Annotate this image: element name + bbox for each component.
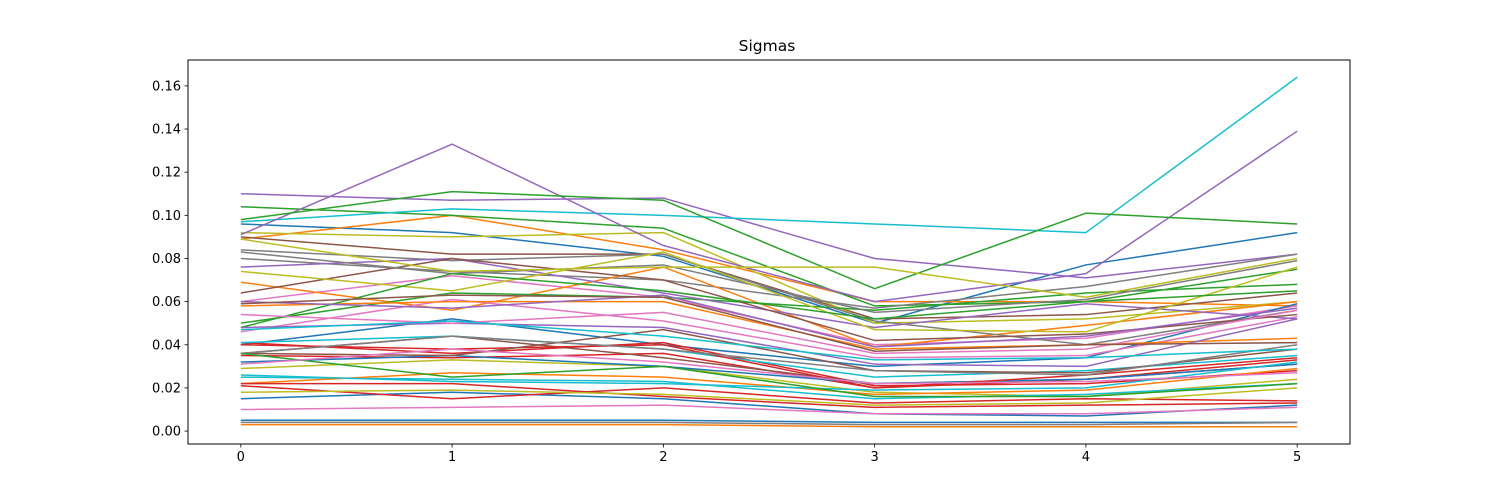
series-line-20 (240, 376, 1298, 400)
x-tick-label: 3 (870, 450, 878, 465)
series-line-48 (240, 421, 1298, 426)
series-line-6 (240, 236, 1298, 320)
y-tick-label: 0.00 (152, 425, 181, 440)
series-line-2 (240, 214, 1298, 307)
x-tick-label: 0 (237, 450, 245, 465)
x-axis: 0 1 2 3 4 5 (237, 444, 1301, 465)
chart-title: Sigmas (739, 37, 796, 55)
series-layer (240, 76, 1298, 428)
series-line-36 (240, 328, 1298, 374)
series-line-27 (240, 404, 1298, 415)
series-line-18 (240, 249, 1298, 346)
series-line-24 (240, 385, 1298, 404)
y-tick-label: 0.16 (152, 79, 181, 94)
series-line-33 (240, 272, 1298, 329)
y-axis: 0.00 0.02 0.04 0.06 0.08 0.10 0.12 0.14 0.16 (152, 79, 188, 440)
series-line-31 (240, 354, 1298, 385)
series-line-35 (240, 318, 1298, 368)
x-tick-label: 2 (659, 450, 667, 465)
series-line-39 (240, 238, 1298, 299)
series-line-22 (240, 367, 1298, 396)
series-line-47 (240, 348, 1298, 385)
series-line-38 (240, 335, 1298, 376)
x-tick-label: 4 (1082, 450, 1090, 465)
series-line-15 (240, 130, 1298, 303)
x-tick-label: 1 (448, 450, 456, 465)
series-line-44 (240, 382, 1298, 409)
series-line-41 (240, 419, 1298, 424)
series-line-45 (240, 294, 1298, 348)
series-line-23 (240, 190, 1298, 290)
series-line-42 (240, 423, 1298, 428)
series-line-17 (240, 298, 1298, 359)
series-line-34 (240, 344, 1298, 389)
series-line-40 (240, 361, 1298, 391)
y-tick-label: 0.12 (152, 166, 181, 181)
series-line-10 (240, 76, 1298, 234)
series-line-9 (240, 231, 1298, 324)
y-tick-label: 0.10 (152, 209, 181, 224)
series-line-1 (240, 223, 1298, 324)
x-tick-label: 5 (1293, 450, 1301, 465)
series-line-29 (240, 251, 1298, 333)
y-tick-label: 0.02 (152, 381, 181, 396)
y-tick-label: 0.14 (152, 123, 181, 138)
series-line-50 (240, 320, 1298, 361)
series-line-46 (240, 294, 1298, 352)
y-tick-label: 0.08 (152, 252, 181, 267)
plot-frame (187, 59, 1351, 445)
series-line-43 (240, 352, 1298, 398)
series-line-28 (240, 251, 1298, 314)
y-tick-label: 0.04 (152, 338, 181, 353)
y-tick-label: 0.06 (152, 295, 181, 310)
series-line-21 (240, 391, 1298, 417)
series-line-49 (240, 387, 1298, 406)
series-line-5 (240, 193, 1298, 279)
